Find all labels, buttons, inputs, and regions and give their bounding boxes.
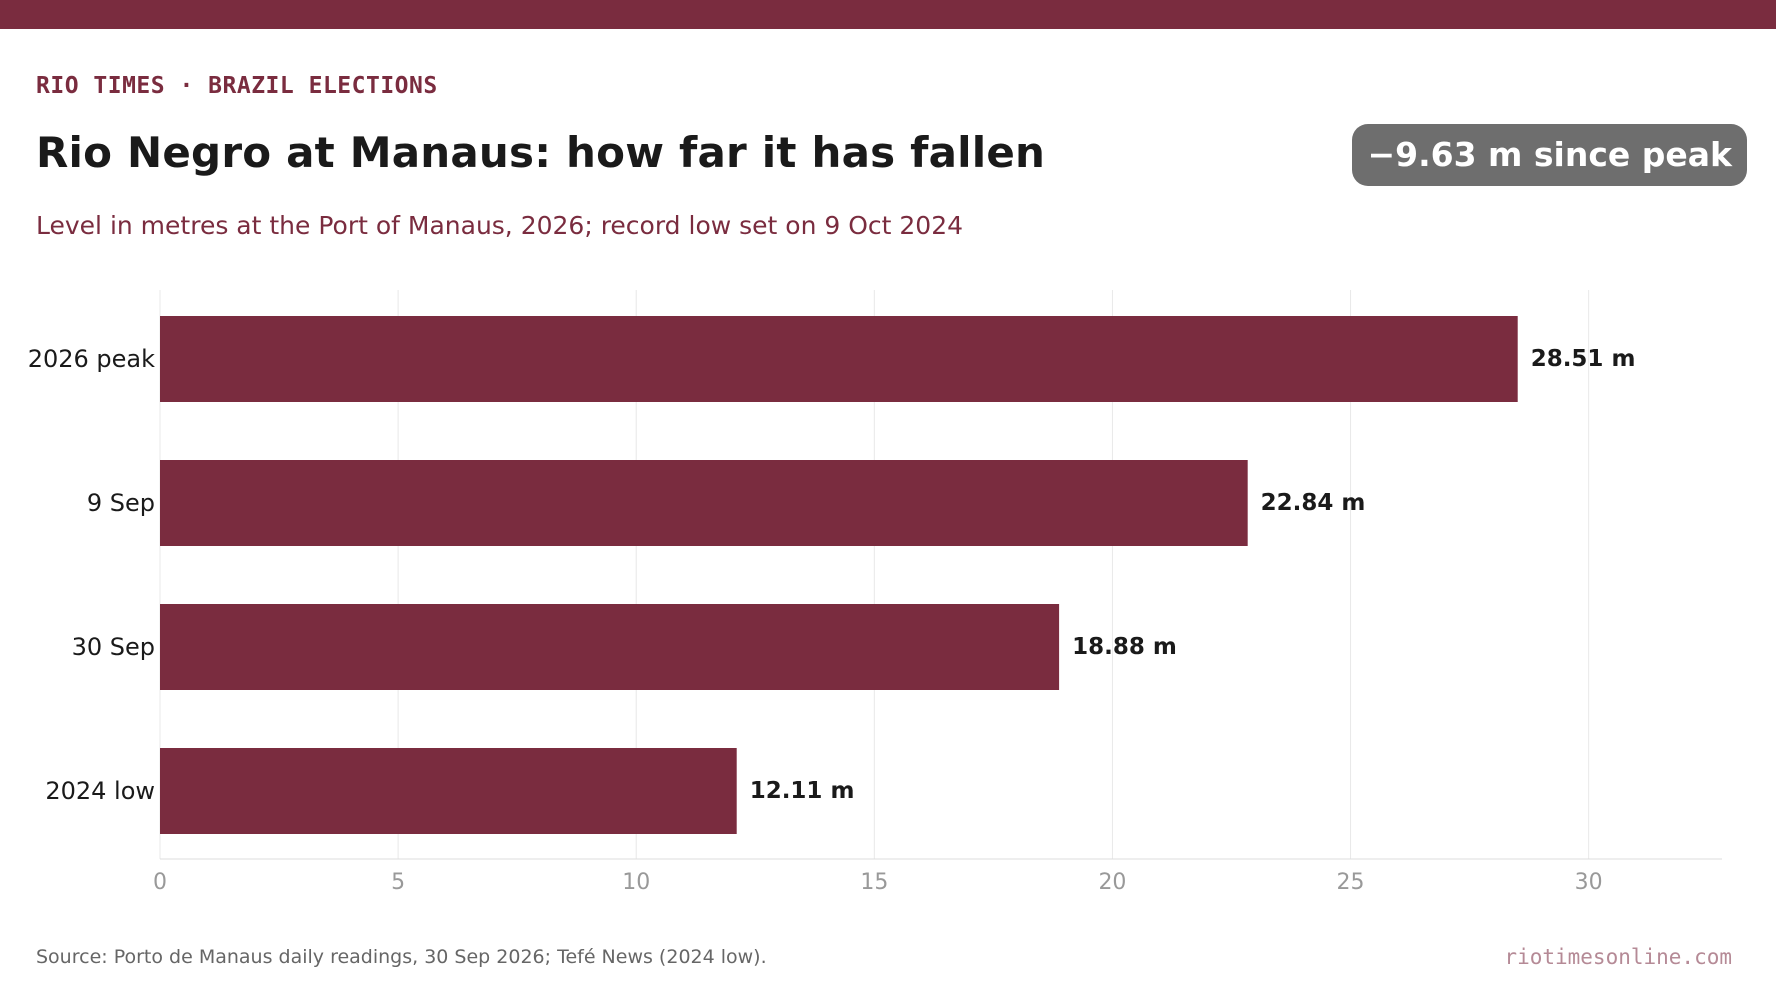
- site-link[interactable]: riotimesonline.com: [1504, 945, 1732, 969]
- bar-1: [160, 460, 1248, 546]
- x-tick-label-5: 25: [1337, 870, 1365, 895]
- chart-subtitle: Level in metres at the Port of Manaus, 2…: [36, 211, 964, 240]
- value-label-0: 28.51 m: [1531, 346, 1636, 372]
- x-tick-label-1: 5: [391, 870, 405, 895]
- kicker: RIO TIMES · BRAZIL ELECTIONS: [36, 73, 438, 99]
- source-note: Source: Porto de Manaus daily readings, …: [36, 946, 767, 968]
- x-tick-label-4: 20: [1098, 870, 1126, 895]
- change-badge: −9.63 m since peak: [1352, 124, 1747, 186]
- x-tick-label-3: 15: [860, 870, 888, 895]
- category-label-3: 2024 low: [45, 777, 155, 805]
- category-label-1: 9 Sep: [87, 489, 155, 517]
- bar-2: [160, 604, 1060, 690]
- x-tick-label-2: 10: [622, 870, 650, 895]
- category-label-0: 2026 peak: [28, 345, 155, 373]
- value-label-1: 22.84 m: [1261, 490, 1366, 516]
- x-tick-label-6: 30: [1575, 870, 1603, 895]
- value-label-3: 12.11 m: [750, 778, 855, 804]
- value-label-2: 18.88 m: [1072, 634, 1177, 660]
- category-label-2: 30 Sep: [72, 633, 155, 661]
- bar-3: [160, 748, 737, 834]
- bar-0: [160, 316, 1518, 402]
- chart-title: Rio Negro at Manaus: how far it has fall…: [36, 128, 1046, 177]
- top-accent-bar: [0, 0, 1776, 29]
- x-tick-label-0: 0: [153, 870, 167, 895]
- bar-chart: 0 5 10 15 20 25 30 2026 peak 28.51 m 9 Sep 22.84 m…: [28, 290, 1722, 895]
